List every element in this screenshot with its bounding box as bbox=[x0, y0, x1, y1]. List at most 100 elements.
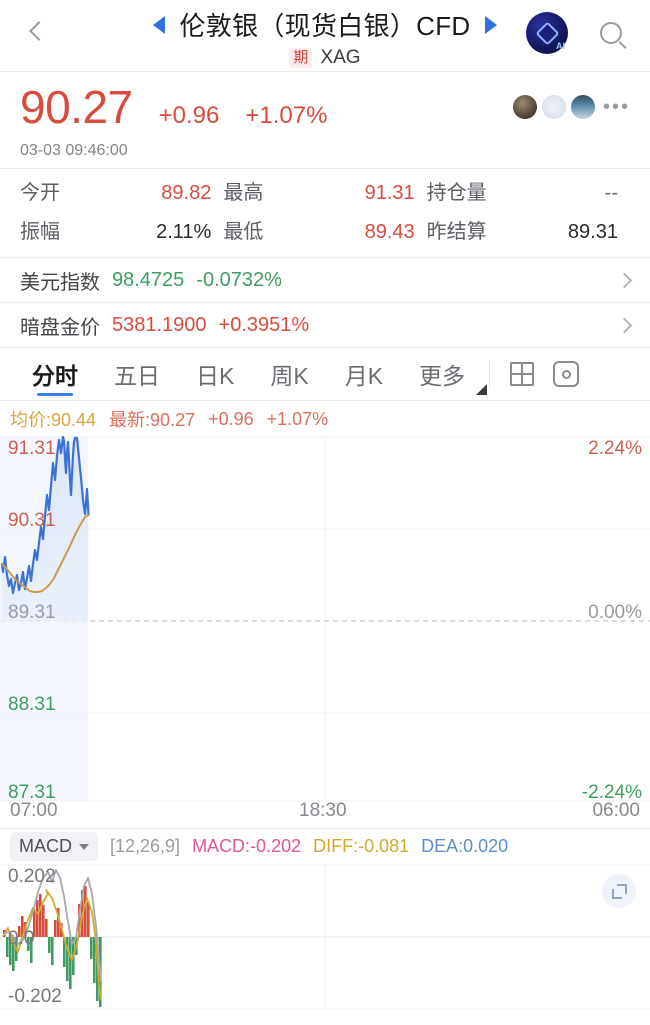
stat-value: -- bbox=[604, 182, 618, 204]
tab-more[interactable]: 更多 bbox=[401, 347, 488, 401]
x-axis-tick: 06:00 bbox=[592, 800, 640, 821]
stat-label: 振幅 bbox=[20, 221, 60, 243]
stat-label: 今开 bbox=[20, 182, 60, 204]
last-price: 90.27 bbox=[20, 81, 133, 133]
stat-cell-openinterest: 持仓量 -- bbox=[427, 176, 630, 205]
triangle-right-icon[interactable] bbox=[484, 15, 497, 34]
average-series bbox=[1, 514, 89, 593]
index-percent: -0.0732% bbox=[196, 268, 282, 291]
tab-rik[interactable]: 日K bbox=[178, 347, 252, 401]
intraday-chart[interactable]: 91.31 90.31 89.31 88.31 87.31 2.24% 0.00… bbox=[0, 436, 650, 828]
index-row-darkgold[interactable]: 暗盘金价 5381.1900 +0.3951% bbox=[0, 302, 650, 347]
stat-value: 91.31 bbox=[364, 182, 415, 204]
stat-value: 89.43 bbox=[364, 221, 415, 243]
stat-label: 最高 bbox=[223, 182, 264, 204]
caret-down-icon bbox=[79, 843, 89, 850]
triangle-left-icon[interactable] bbox=[153, 15, 166, 34]
tab-label: 日K bbox=[196, 363, 235, 389]
right-axis-label: 2.24% bbox=[588, 438, 642, 459]
symbol-code: XAG bbox=[320, 47, 361, 68]
chart-period-tabs: 分时 五日 日K 周K 月K 更多 bbox=[0, 347, 650, 401]
avatar[interactable] bbox=[569, 94, 596, 120]
x-axis-tick: 07:00 bbox=[10, 800, 58, 821]
tab-label: 五日 bbox=[114, 363, 160, 389]
tab-label: 分时 bbox=[32, 363, 78, 389]
legend-last: 最新:90.27 bbox=[109, 410, 196, 430]
stat-value: 2.11% bbox=[156, 221, 212, 243]
macd-selector[interactable]: MACD bbox=[10, 832, 98, 861]
chevron-right-icon bbox=[616, 272, 633, 288]
legend-change-percent: +1.07% bbox=[266, 408, 329, 429]
chevron-right-icon bbox=[616, 317, 633, 333]
index-percent: +0.3951% bbox=[218, 313, 310, 336]
avatar[interactable] bbox=[511, 94, 538, 120]
y-axis-label: 88.31 bbox=[8, 694, 56, 715]
macd-indicator-bar: MACD [12,26,9] MACD:-0.202 DIFF:-0.081 D… bbox=[0, 828, 650, 864]
legend-average: 均价:90.44 bbox=[10, 410, 97, 430]
tab-wuri[interactable]: 五日 bbox=[96, 347, 178, 401]
social-avatars[interactable]: ••• bbox=[511, 94, 630, 120]
tab-label: 月K bbox=[344, 363, 384, 389]
stat-value: 89.82 bbox=[161, 182, 212, 204]
tab-yuek[interactable]: 月K bbox=[327, 347, 401, 401]
grid-layout-icon bbox=[510, 362, 535, 386]
tabs-divider bbox=[489, 360, 491, 388]
macd-params: [12,26,9] bbox=[110, 836, 181, 856]
tab-zhouk[interactable]: 周K bbox=[252, 347, 326, 401]
expand-chart-button[interactable] bbox=[602, 874, 636, 908]
quote-price-block: 90.27 +0.96 +1.07% 03-03 09:46:00 ••• bbox=[0, 72, 650, 168]
ai-assistant-icon[interactable]: AI bbox=[526, 12, 568, 54]
stat-label: 最低 bbox=[223, 221, 264, 243]
tab-label: 更多 bbox=[419, 363, 466, 389]
header-title-block: 伦敦银（现货白银）CFD 期 XAG bbox=[0, 6, 650, 69]
app-header: 伦敦银（现货白银）CFD 期 XAG AI bbox=[0, 0, 650, 72]
quote-timestamp: 03-03 09:46:00 bbox=[20, 142, 128, 159]
legend-change: +0.96 bbox=[208, 408, 254, 429]
macd-diff-line bbox=[2, 889, 102, 1001]
right-axis-label: -2.24% bbox=[581, 782, 642, 803]
settings-button[interactable] bbox=[544, 352, 588, 396]
tab-fenshi[interactable]: 分时 bbox=[14, 347, 96, 401]
macd-value: MACD:-0.202 bbox=[192, 836, 302, 856]
index-row-usd[interactable]: 美元指数 98.4725 -0.0732% bbox=[0, 257, 650, 302]
macd-selector-label: MACD bbox=[19, 836, 72, 856]
stats-row: 振幅 2.11% 最低 89.43 昨结算 89.31 bbox=[20, 210, 630, 249]
stat-cell-open: 今开 89.82 bbox=[20, 176, 223, 205]
y-axis-label: 89.31 bbox=[8, 602, 56, 623]
macd-y-bottom: -0.202 bbox=[8, 986, 62, 1007]
stat-cell-low: 最低 89.43 bbox=[223, 215, 426, 244]
y-axis-label: 87.31 bbox=[8, 782, 56, 803]
price-row: 90.27 +0.96 +1.07% bbox=[20, 84, 630, 130]
price-change-percent: +1.07% bbox=[245, 102, 328, 129]
macd-dea-value: DEA:0.020 bbox=[421, 836, 509, 856]
stat-cell-amplitude: 振幅 2.11% bbox=[20, 215, 223, 244]
avatar[interactable] bbox=[540, 94, 567, 120]
y-axis-label: 91.31 bbox=[8, 438, 56, 459]
ellipsis-icon[interactable]: ••• bbox=[602, 95, 630, 118]
price-series bbox=[0, 436, 90, 621]
quote-stats-grid: 今开 89.82 最高 91.31 持仓量 -- 振幅 2.11% 最低 89.… bbox=[0, 168, 650, 257]
stat-label: 昨结算 bbox=[426, 221, 487, 243]
intraday-chart-svg bbox=[0, 436, 650, 802]
macd-dea-line bbox=[2, 869, 102, 983]
right-axis-label: 0.00% bbox=[588, 602, 642, 623]
index-value: 5381.1900 bbox=[112, 313, 207, 336]
macd-diff-value: DIFF:-0.081 bbox=[313, 836, 410, 856]
index-value: 98.4725 bbox=[112, 268, 185, 291]
time-axis: 07:00 18:30 06:00 bbox=[0, 800, 650, 826]
grid-layout-button[interactable] bbox=[500, 352, 544, 396]
contract-type-badge: 期 bbox=[289, 47, 313, 69]
page-title: 伦敦银（现货白银）CFD bbox=[179, 11, 471, 41]
tab-label: 周K bbox=[270, 363, 309, 389]
search-button[interactable] bbox=[592, 14, 630, 52]
index-name: 暗盘金价 bbox=[20, 316, 100, 339]
macd-chart-svg bbox=[0, 864, 650, 1010]
more-caret-icon bbox=[476, 384, 488, 395]
stat-cell-prevsettle: 昨结算 89.31 bbox=[427, 215, 630, 244]
macd-chart[interactable]: 0.202 0.0 -0.202 bbox=[0, 864, 650, 1016]
index-name: 美元指数 bbox=[20, 271, 100, 294]
stats-row: 今开 89.82 最高 91.31 持仓量 -- bbox=[20, 171, 630, 210]
title-row: 伦敦银（现货白银）CFD bbox=[153, 6, 497, 43]
macd-y-top: 0.202 bbox=[8, 866, 56, 887]
